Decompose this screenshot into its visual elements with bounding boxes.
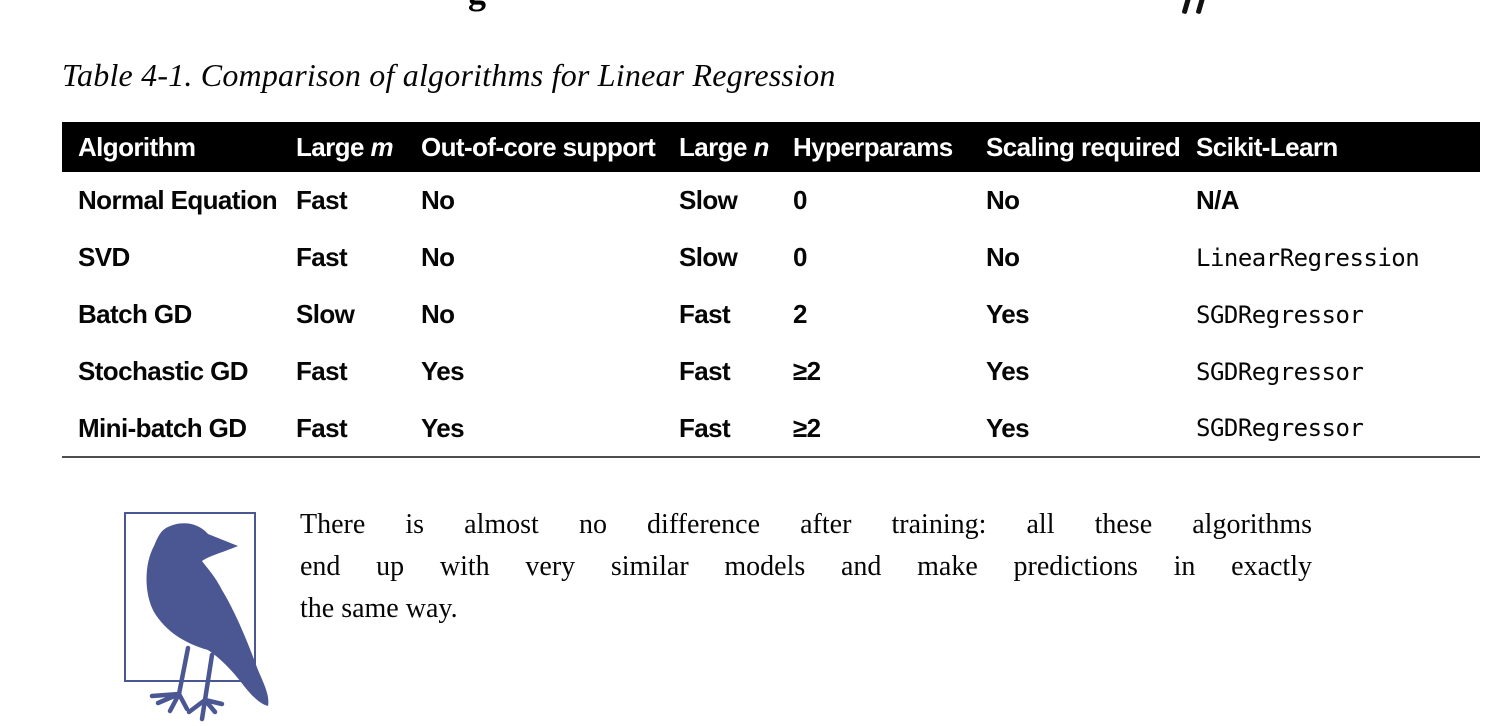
cell-large-m: Fast xyxy=(280,400,405,458)
cell-scaling: No xyxy=(986,242,1020,272)
cell-out-of-core: Yes xyxy=(421,356,465,386)
cell-algorithm: SVD xyxy=(78,242,130,272)
cell-scikit-learn: SGDRegressor xyxy=(1180,400,1480,458)
column-header-large-n: Large n xyxy=(663,122,777,172)
crow-icon xyxy=(124,512,269,722)
cell-hyperparams: 0 xyxy=(793,242,807,272)
table-caption: Table 4-1. Comparison of algorithms for … xyxy=(62,57,836,93)
note-paragraph: There is almost no difference after trai… xyxy=(300,504,1312,630)
cell-algorithm: Stochastic GD xyxy=(78,356,249,386)
column-header-out-of-core: Out-of-core support xyxy=(405,122,663,172)
column-header-scaling: Scaling required xyxy=(970,122,1181,172)
crow-body xyxy=(146,523,269,706)
column-header-scikit-learn: Scikit-Learn xyxy=(1180,122,1480,172)
column-header-algorithm: Algorithm xyxy=(62,122,280,172)
table-row: Normal Equation Fast No Slow 0 No N/A xyxy=(62,172,1480,229)
cell-scaling: Yes xyxy=(986,356,1030,386)
cell-large-m: Slow xyxy=(296,299,355,329)
note-line: the same way. xyxy=(300,593,458,624)
cell-out-of-core: Yes xyxy=(405,400,663,458)
cell-scikit-learn: N/A xyxy=(1196,185,1240,215)
cell-large-m: Fast xyxy=(296,356,348,386)
cell-algorithm: Mini-batch GD xyxy=(62,400,280,458)
cell-algorithm: Batch GD xyxy=(78,299,192,329)
glyph-tick xyxy=(1195,0,1206,15)
cell-hyperparams: 0 xyxy=(793,185,807,215)
table-row: Batch GD Slow No Fast 2 Yes SGDRegressor xyxy=(62,286,1480,343)
cropped-text-fragment xyxy=(1178,0,1218,15)
table-row: Mini-batch GD Fast Yes Fast ≥2 Yes SGDRe… xyxy=(62,400,1480,458)
table-header-row: Algorithm Large m Out-of-core support La… xyxy=(62,122,1480,172)
cropped-text-fragment: g xyxy=(468,0,514,15)
cell-out-of-core: No xyxy=(421,299,455,329)
algorithm-comparison-table: Algorithm Large m Out-of-core support La… xyxy=(62,122,1480,458)
cell-large-n: Fast xyxy=(679,299,731,329)
crow-legs xyxy=(149,645,225,722)
cell-hyperparams: ≥2 xyxy=(793,356,821,386)
crow-frame xyxy=(124,512,256,682)
cell-algorithm: Normal Equation xyxy=(78,185,278,215)
cell-out-of-core: No xyxy=(421,242,455,272)
cell-scikit-learn: LinearRegression xyxy=(1196,243,1420,272)
cell-large-m: Fast xyxy=(296,185,348,215)
cell-large-m: Fast xyxy=(296,242,348,272)
cell-large-n: Fast xyxy=(663,400,777,458)
cell-large-n: Slow xyxy=(679,242,738,272)
glyph-tick xyxy=(1181,0,1192,15)
note-line: end up with very similar models and make… xyxy=(300,551,1312,582)
table-row: SVD Fast No Slow 0 No LinearRegression xyxy=(62,229,1480,286)
cell-scikit-learn: SGDRegressor xyxy=(1196,357,1364,386)
cell-out-of-core: No xyxy=(421,185,455,215)
cell-hyperparams: ≥2 xyxy=(777,400,970,458)
cell-large-n: Slow xyxy=(679,185,738,215)
cell-large-n: Fast xyxy=(679,356,731,386)
column-header-hyperparams: Hyperparams xyxy=(777,122,970,172)
cell-scaling: Yes xyxy=(986,299,1030,329)
cell-scaling: No xyxy=(986,185,1020,215)
table-row: Stochastic GD Fast Yes Fast ≥2 Yes SGDRe… xyxy=(62,343,1480,400)
column-header-large-m: Large m xyxy=(280,122,405,172)
cell-scikit-learn: SGDRegressor xyxy=(1196,300,1364,329)
cell-scaling: Yes xyxy=(970,400,1180,458)
note-line: There is almost no difference after trai… xyxy=(300,509,1312,540)
cell-hyperparams: 2 xyxy=(793,299,807,329)
